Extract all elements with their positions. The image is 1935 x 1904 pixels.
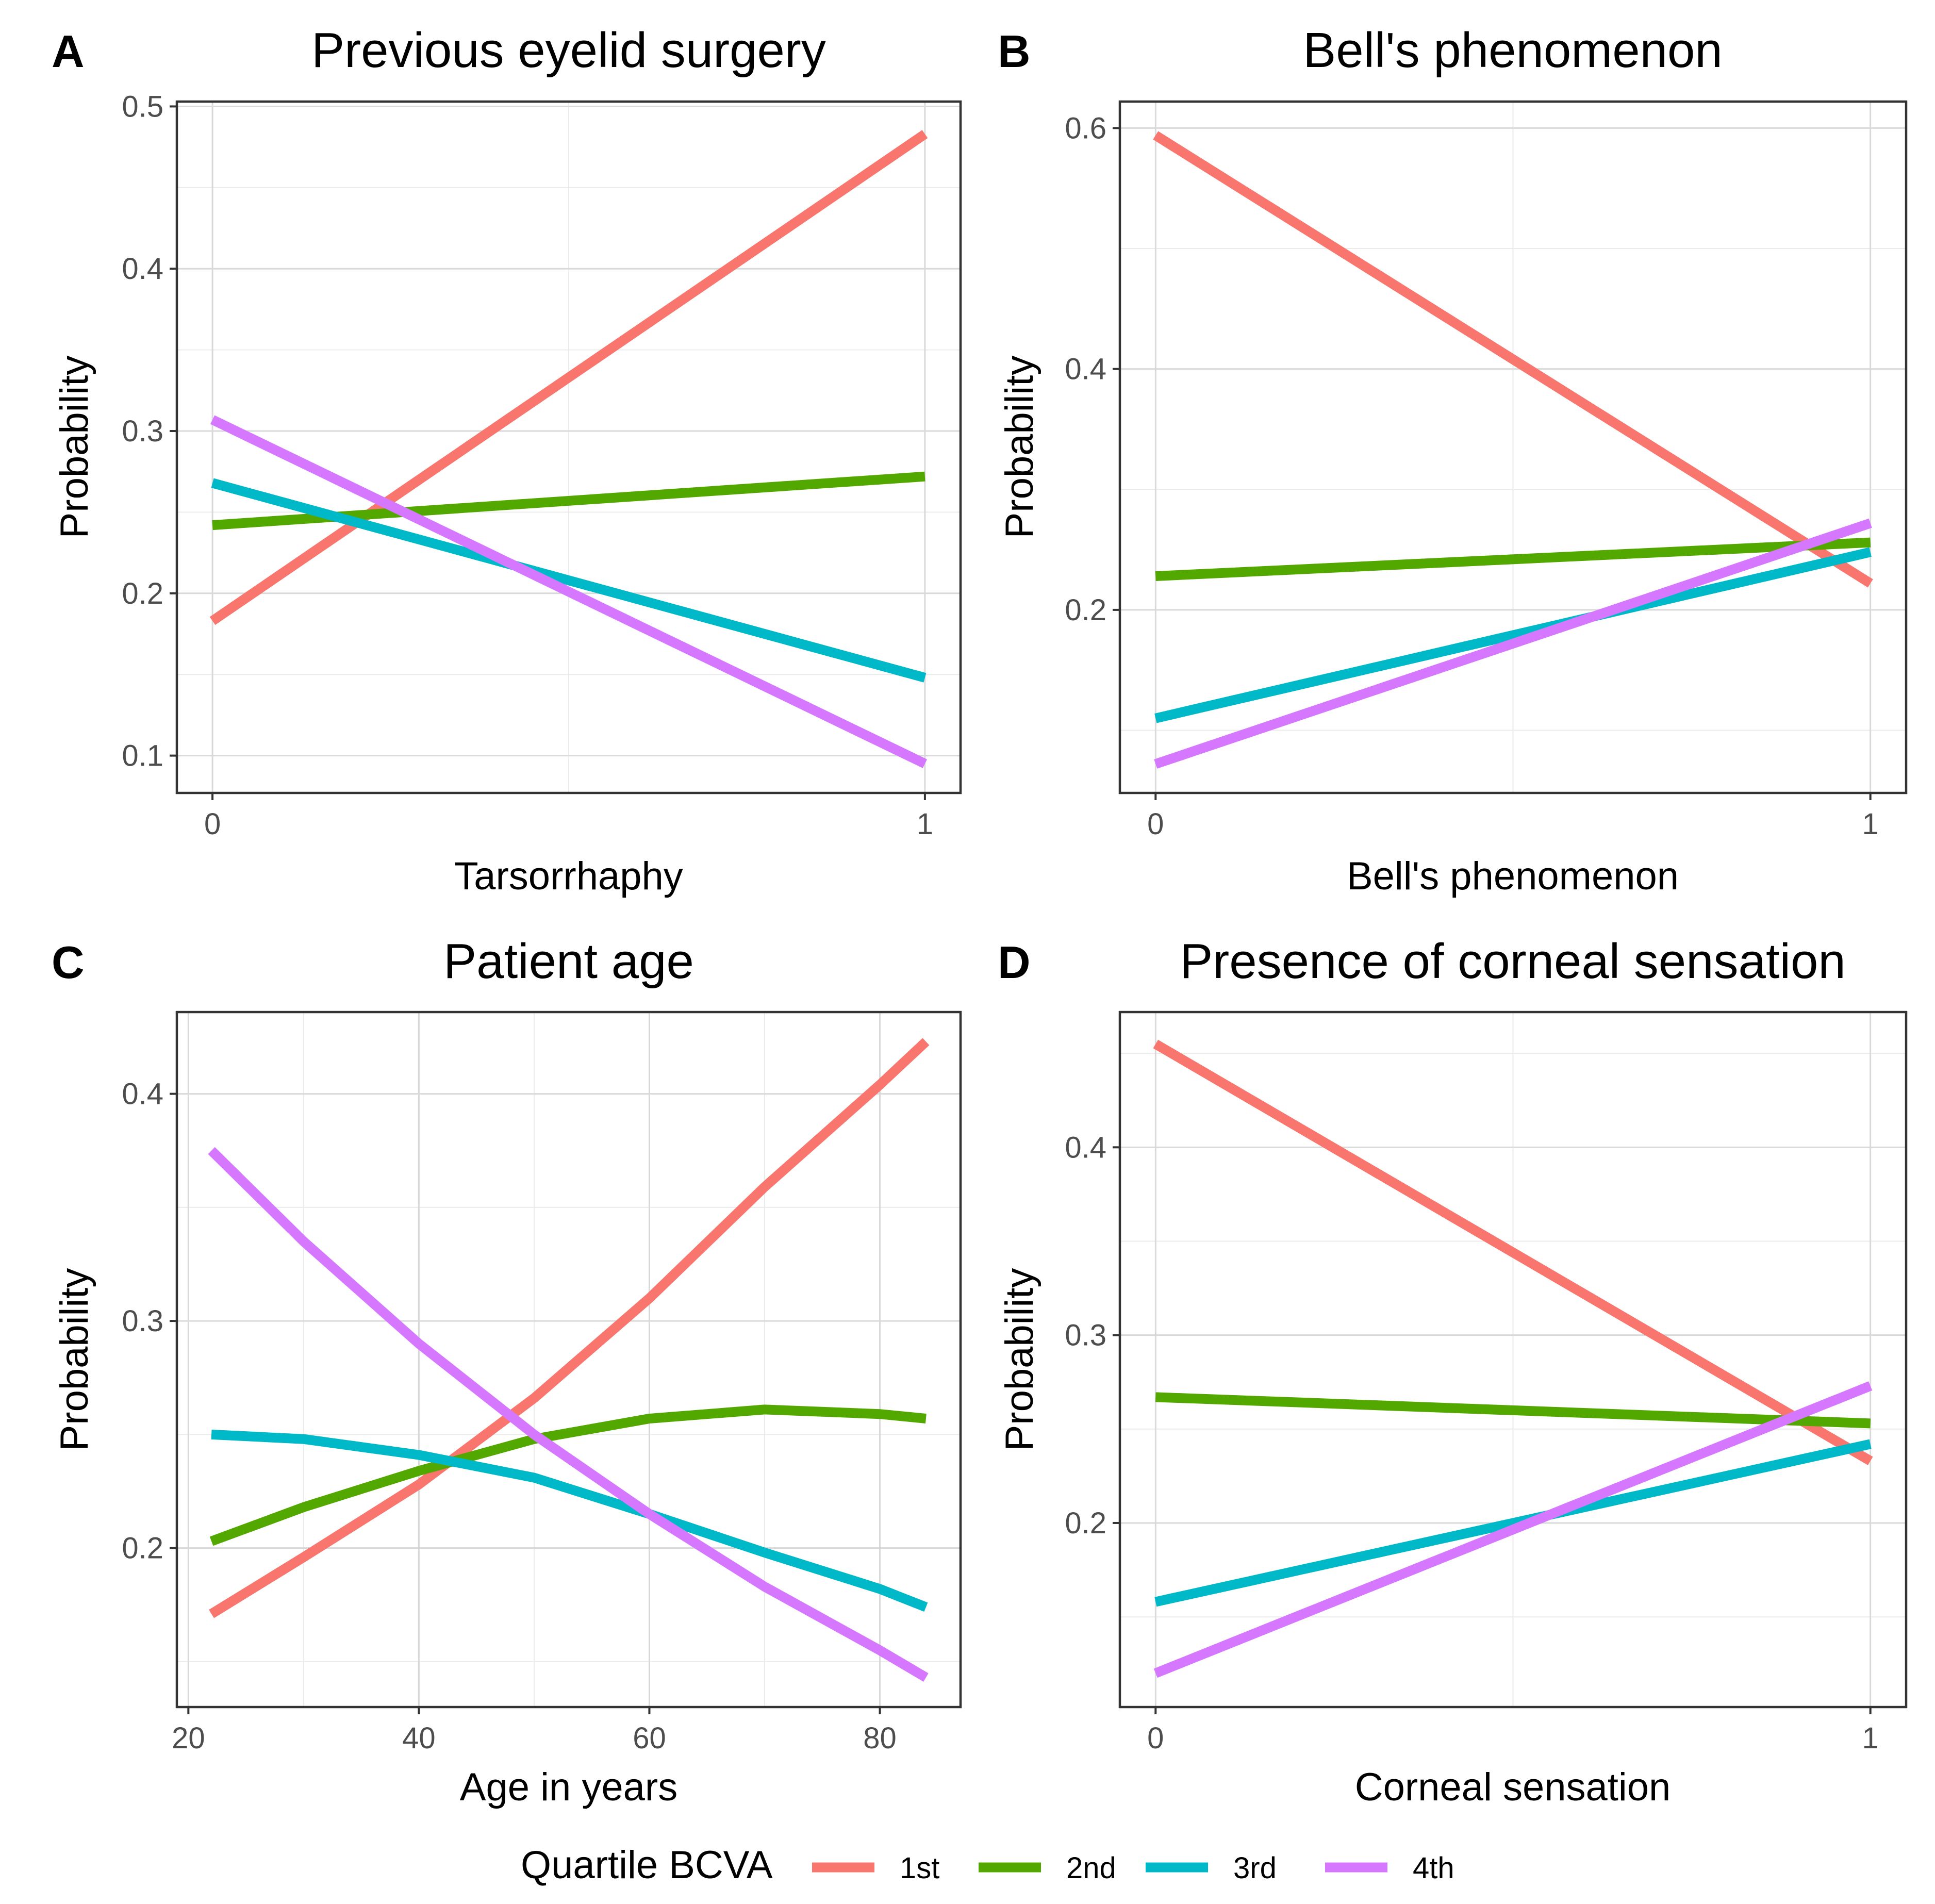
panel-c: C Patient age 0.2 0.3 0.4 20 40 60 80 Age in y…: [52, 934, 962, 1809]
plot-area: 0.2 0.3 0.4 20 40 60 80: [122, 1011, 962, 1755]
x-tick-label: 1: [1862, 807, 1879, 841]
legend-label-4th: 4th: [1413, 1851, 1454, 1885]
series-line-4th: [1153, 1381, 1873, 1678]
legend-label-2nd: 2nd: [1066, 1851, 1116, 1885]
panel-border: [1118, 100, 1908, 794]
plot-area: 0.2 0.3 0.4 0 1: [1065, 1011, 1908, 1755]
y-axis-label: Probability: [998, 1268, 1041, 1451]
y-tick-label: 0.4: [1065, 1131, 1106, 1164]
panel-d: D Presence of corneal sensation 0.20.30.…: [998, 934, 1908, 1809]
series-line-1st: [209, 1038, 930, 1618]
y-tick-label: 0.4: [122, 252, 163, 286]
y-tick-label: 0.2: [1065, 593, 1106, 627]
y-axis-label: Probability: [998, 356, 1041, 539]
series-line-4th: [210, 415, 928, 768]
y-tick-label: 0.5: [122, 90, 163, 123]
legend: Quartile BCVA 1st 2nd 3rd 4th: [521, 1843, 1454, 1887]
series-line-3rd: [211, 478, 927, 683]
panel-title: Presence of corneal sensation: [1180, 934, 1845, 989]
x-tick-label: 20: [172, 1721, 205, 1755]
panel-border: [175, 1011, 962, 1709]
x-tick-label: 60: [633, 1721, 666, 1755]
series-line-4th: [208, 1147, 929, 1682]
y-tick-label: 0.6: [1065, 111, 1106, 145]
panel-letter: D: [998, 937, 1031, 988]
y-axis-label: Probability: [53, 356, 96, 539]
panel-letter: C: [52, 937, 85, 988]
series-line-2nd: [1155, 1392, 1871, 1429]
series-line-2nd: [1155, 537, 1871, 581]
legend-title: Quartile BCVA: [521, 1843, 773, 1887]
y-tick-label: 0.3: [1065, 1319, 1106, 1352]
series-line-1st: [1153, 1039, 1873, 1465]
y-tick-label: 0.3: [122, 1304, 163, 1338]
series-line-1st: [1153, 131, 1873, 588]
y-tick-label: 0.2: [122, 1532, 163, 1565]
x-tick-label: 1: [917, 807, 933, 841]
legend-label-1st: 1st: [900, 1851, 939, 1885]
legend-label-3rd: 3rd: [1233, 1851, 1277, 1885]
panel-b: B Bell's phenomenon 0.2 0.4 0.6 0 1 Bell's p…: [998, 23, 1908, 898]
x-axis-label: Bell's phenomenon: [1347, 854, 1679, 898]
series-line-4th: [1154, 518, 1872, 769]
y-tick-label: 0.4: [122, 1078, 163, 1111]
series-line-1st: [209, 130, 928, 625]
y-tick-label: 0.1: [122, 739, 163, 773]
panel-letter: A: [52, 26, 85, 77]
x-axis-label: Age in years: [460, 1765, 677, 1809]
panel-title: Patient age: [443, 934, 694, 989]
plot-area: 0.1 0.2 0.3 0.4 0.5 0 1: [122, 90, 962, 841]
series-line-3rd: [211, 1429, 928, 1612]
series-line-2nd: [209, 1404, 927, 1546]
panel-border: [175, 100, 962, 794]
x-tick-label: 0: [204, 807, 221, 841]
y-tick-label: 0.4: [1065, 353, 1106, 386]
panel-a: A Previous eyelid surgery 0.10.20.30.40.…: [52, 23, 962, 898]
x-tick-label: 0: [1147, 1721, 1164, 1755]
series-line-3rd: [1154, 1439, 1872, 1607]
x-tick-label: 1: [1862, 1721, 1879, 1755]
x-axis-label: Corneal sensation: [1355, 1765, 1671, 1809]
panel-title: Previous eyelid surgery: [311, 23, 826, 78]
x-tick-label: 0: [1147, 807, 1164, 841]
panel-letter: B: [998, 26, 1031, 77]
x-axis-label: Tarsorrhaphy: [454, 854, 683, 898]
panel-title: Bell's phenomenon: [1303, 23, 1723, 78]
x-tick-label: 80: [863, 1721, 897, 1755]
series-line-3rd: [1154, 547, 1872, 723]
x-tick-label: 40: [402, 1721, 436, 1755]
y-axis-label: Probability: [53, 1268, 96, 1451]
plot-area: 0.2 0.4 0.6 0 1: [1065, 100, 1908, 841]
y-tick-label: 0.2: [1065, 1506, 1106, 1540]
y-tick-label: 0.3: [122, 415, 163, 448]
y-tick-label: 0.2: [122, 577, 163, 610]
panel-border: [1118, 1011, 1908, 1709]
